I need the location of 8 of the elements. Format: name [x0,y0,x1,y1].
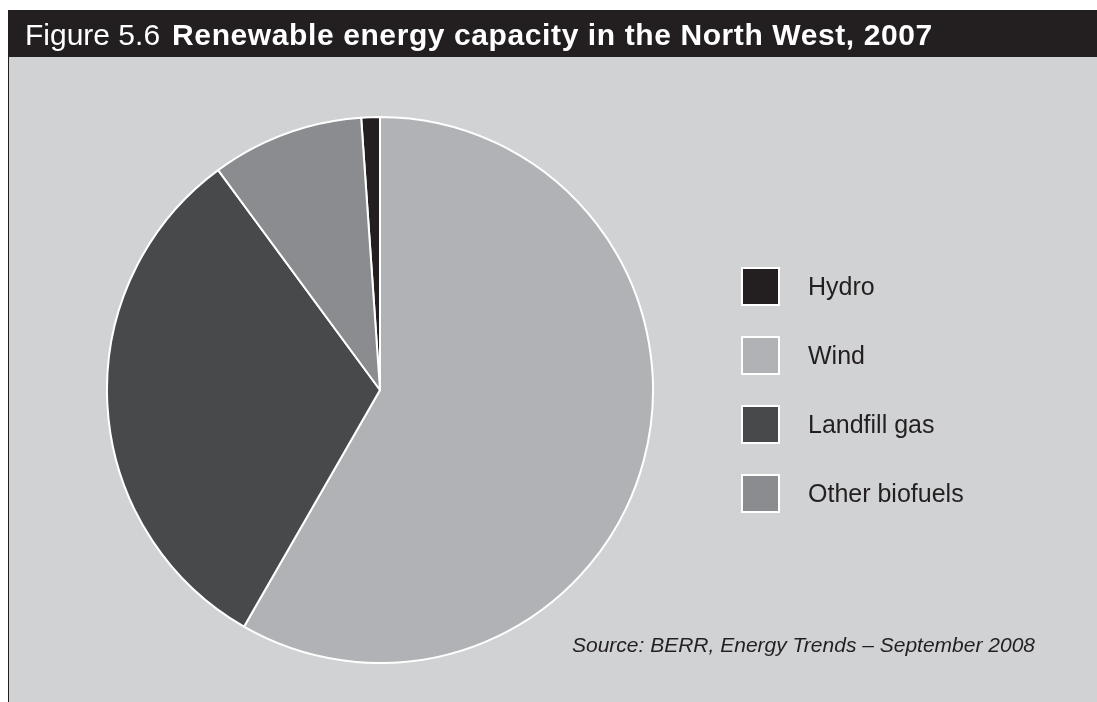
legend-label: Wind [808,340,865,369]
chart-title: Figure 5.6 [25,18,161,51]
legend-label: Landfill gas [808,409,935,438]
source-note: Source: BERR, Energy Trends – September 2008 [571,633,1035,657]
legend-label: Other biofuels [808,478,964,507]
legend-label: Hydro [808,271,875,300]
header-panel: Figure 5.6 Renewable energy capacity in the North West, 2007 [8,10,1097,57]
chart-subtitle: Renewable energy capacity in the North West, 2007 [172,18,933,51]
